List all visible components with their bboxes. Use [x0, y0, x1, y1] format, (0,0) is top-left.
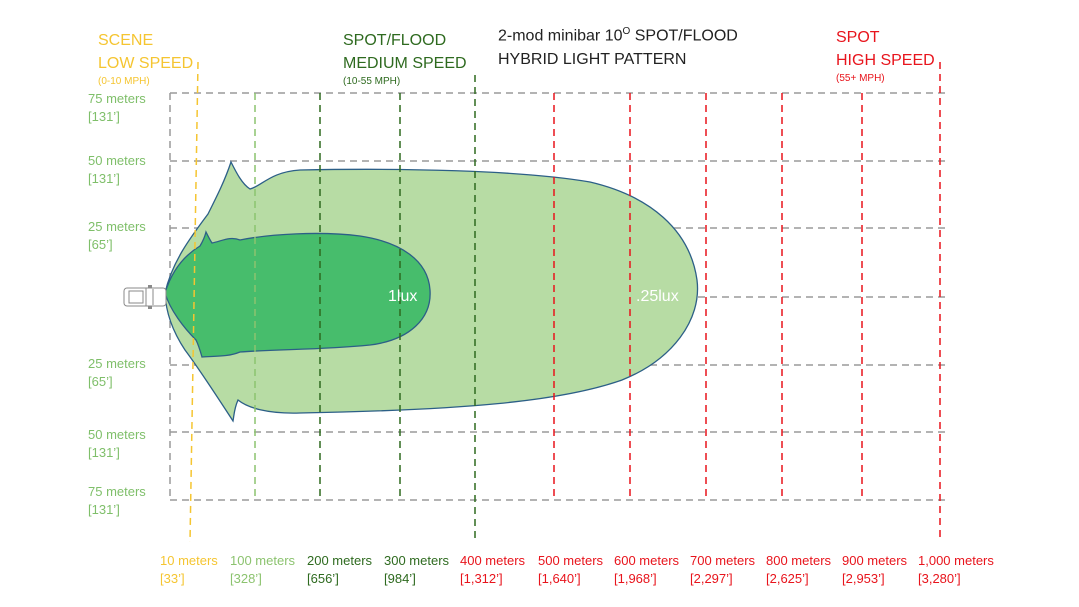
x-label-300m: 300 meters [984’] [384, 554, 449, 585]
y-label-meters: 25 meters [88, 356, 146, 371]
y-label-feet: [131’] [88, 502, 120, 517]
inner-pattern-area [164, 230, 431, 358]
x-label-feet: [2,625’] [766, 571, 809, 586]
zone-low-speed: (0-10 MPH) [98, 76, 150, 87]
y-label-25m-bottom: 25 meters [65’] [88, 357, 146, 388]
x-label-feet: [328’] [230, 571, 262, 586]
y-label-meters: 50 meters [88, 153, 146, 168]
x-label-meters: 500 meters [538, 553, 604, 568]
y-label-25m-top: 25 meters [65’] [88, 220, 146, 251]
x-label-feet: [656’] [307, 571, 339, 586]
x-label-1000m: 1,000 meters [3,280’] [918, 554, 994, 585]
y-label-feet: [131’] [88, 171, 120, 186]
chart-title-line1: 2-mod minibar 10O SPOT/FLOOD [498, 27, 738, 44]
x-label-feet: [1,968’] [614, 571, 657, 586]
title-prefix: 2-mod minibar 10 [498, 27, 623, 45]
x-label-meters: 800 meters [766, 553, 832, 568]
zone-high-name-line1: SPOT [836, 29, 880, 46]
y-label-feet: [131’] [88, 109, 120, 124]
zone-high-name-line2: HIGH SPEED [836, 52, 935, 69]
x-label-200m: 200 meters [656’] [307, 554, 372, 585]
x-label-feet: [33’] [160, 571, 185, 586]
y-label-feet: [131’] [88, 445, 120, 460]
y-label-50m-bottom: 50 meters [131’] [88, 428, 146, 459]
x-label-400m: 400 meters [1,312’] [460, 554, 525, 585]
x-label-feet: [2,297’] [690, 571, 733, 586]
y-label-meters: 75 meters [88, 484, 146, 499]
x-label-10m: 10 meters [33’] [160, 554, 218, 585]
x-label-100m: 100 meters [328’] [230, 554, 295, 585]
x-label-700m: 700 meters [2,297’] [690, 554, 755, 585]
x-label-meters: 900 meters [842, 553, 908, 568]
zone-low-name-line1: SCENE [98, 32, 154, 49]
zone-medium-speed: (10-55 MPH) [343, 76, 401, 87]
x-label-feet: [1,640’] [538, 571, 581, 586]
zone-medium-name-line1: SPOT/FLOOD [343, 32, 447, 49]
x-label-900m: 900 meters [2,953’] [842, 554, 907, 585]
x-label-meters: 10 meters [160, 553, 218, 568]
x-label-meters: 300 meters [384, 553, 450, 568]
truck-icon [123, 285, 167, 309]
x-label-600m: 600 meters [1,968’] [614, 554, 679, 585]
x-label-800m: 800 meters [2,625’] [766, 554, 831, 585]
y-label-meters: 50 meters [88, 427, 146, 442]
zone-low-name-line2: LOW SPEED [98, 55, 194, 72]
y-label-meters: 75 meters [88, 91, 146, 106]
chart-title-line2: HYBRID LIGHT PATTERN [498, 51, 687, 68]
zone-medium-name-line2: MEDIUM SPEED [343, 55, 467, 72]
y-label-50m-top: 50 meters [131’] [88, 154, 146, 185]
y-label-feet: [65’] [88, 374, 113, 389]
title-degree-sup: O [622, 26, 631, 37]
vline-10m [189, 61, 199, 543]
outer-pattern-label: .25lux [636, 288, 679, 305]
x-label-meters: 400 meters [460, 553, 526, 568]
y-label-75m-top: 75 meters [131’] [88, 92, 146, 123]
x-label-meters: 100 meters [230, 553, 296, 568]
vertical-gridlines [189, 61, 941, 543]
x-label-feet: [2,953’] [842, 571, 885, 586]
title-suffix: SPOT/FLOOD [630, 27, 738, 45]
zone-high-speed: (55+ MPH) [836, 73, 885, 84]
x-label-meters: 600 meters [614, 553, 680, 568]
x-label-meters: 200 meters [307, 553, 373, 568]
inner-pattern-label: 1lux [388, 288, 417, 305]
x-label-500m: 500 meters [1,640’] [538, 554, 603, 585]
outer-pattern-area [164, 160, 699, 423]
x-label-feet: [984’] [384, 571, 416, 586]
y-label-feet: [65’] [88, 237, 113, 252]
x-label-feet: [3,280’] [918, 571, 961, 586]
y-label-75m-bottom: 75 meters [131’] [88, 485, 146, 516]
x-label-meters: 1,000 meters [918, 553, 994, 568]
x-label-meters: 700 meters [690, 553, 756, 568]
x-label-feet: [1,312’] [460, 571, 503, 586]
y-label-meters: 25 meters [88, 219, 146, 234]
